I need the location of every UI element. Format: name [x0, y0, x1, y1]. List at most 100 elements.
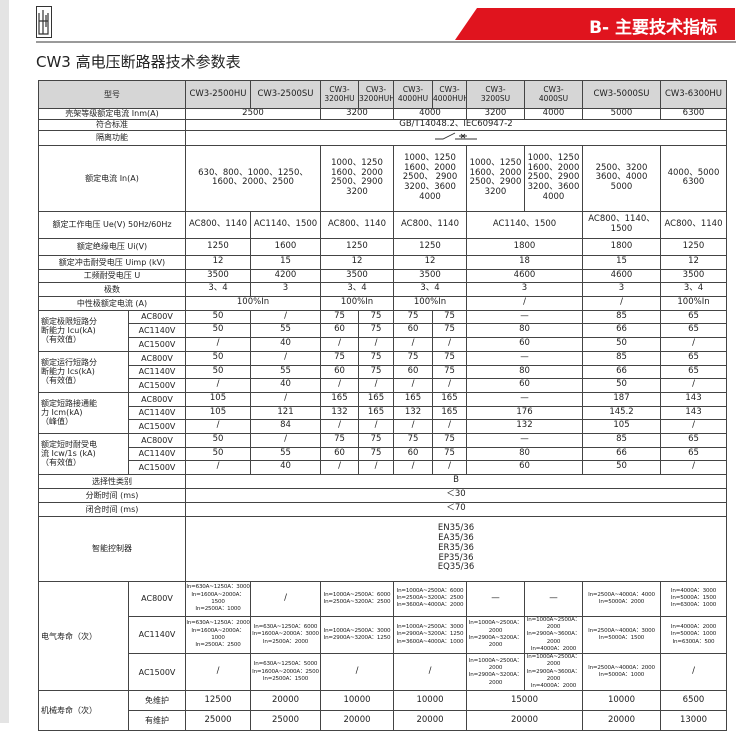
- table-cell: In=2500A~4000A：4000 In=5000A：2000: [582, 580, 661, 617]
- table-cell: 10000: [393, 690, 467, 712]
- row-sub-label: AC800V: [128, 350, 186, 366]
- table-cell: In=1000A~2500A：2000 In=2900A~3600A：2000 …: [524, 615, 583, 655]
- table-cell: /: [393, 336, 433, 352]
- table-cell: 75: [320, 432, 359, 448]
- table-cell: 84: [250, 418, 321, 434]
- row-sub-label: AC1140V: [128, 364, 186, 379]
- table-cell: 20000: [320, 710, 394, 731]
- table-cell: CW3-6300HU: [660, 80, 727, 109]
- table-cell: 187: [582, 391, 661, 407]
- row-sub-label: AC1500V: [128, 653, 186, 692]
- table-cell: /: [582, 295, 661, 311]
- table-cell: 165: [432, 391, 467, 407]
- table-cell: 3: [250, 281, 321, 297]
- row-sub-label: 有维护: [128, 710, 186, 731]
- row-label: 壳架等级额定电流 Inm(A): [38, 108, 186, 120]
- table-cell: 4000: [393, 108, 467, 120]
- table-cell: 66: [582, 322, 661, 338]
- table-cell: 25000: [250, 710, 321, 731]
- table-cell: 10000: [582, 690, 661, 712]
- table-cell: 4200: [250, 268, 321, 283]
- table-cell: In=1000A~2500A：6000 In=2500A~3200A：2500 …: [393, 580, 467, 617]
- table-cell: 75: [432, 364, 467, 379]
- table-cell: —: [466, 432, 583, 448]
- table-cell: In=630A~1250A：3000 In=1600A~2000A：1500 I…: [185, 580, 251, 617]
- table-cell: /: [320, 336, 359, 352]
- table-cell: /: [358, 459, 394, 475]
- row-label: 工频耐受电压 U: [38, 268, 186, 283]
- table-row: AC1140V 50 55 60 75 60 75 80 66 65: [39, 364, 727, 379]
- table-cell: 75: [320, 350, 359, 366]
- table-cell: In=630A~1250A：2000 In=1600A~2000A：1000 I…: [185, 615, 251, 655]
- table-cell: /: [660, 336, 727, 352]
- row-sub-label: AC1140V: [128, 405, 186, 420]
- table-cell: 145.2: [582, 405, 661, 420]
- section-banner-text: B- 主要技术指标: [589, 18, 717, 38]
- table-cell: —: [524, 580, 583, 617]
- row-sub-label: AC1140V: [128, 615, 186, 655]
- table-cell: 20000: [250, 690, 321, 712]
- table-cell: 75: [393, 350, 433, 366]
- table-row: 中性极额定电流 (A) 100%In 100%In 100%In //100%In: [38, 295, 727, 311]
- row-sub-label: AC800V: [128, 580, 186, 617]
- row-group-label: 额定极限短路分 断能力 Icu(kA) （有效值）: [38, 309, 129, 352]
- table-cell: 3500: [393, 268, 467, 283]
- table-cell: 50: [185, 432, 251, 448]
- table-cell: 100%In: [185, 295, 321, 311]
- row-label: 中性极额定电流 (A): [38, 295, 186, 311]
- row-label: 智能控制器: [38, 515, 186, 582]
- table-cell: 1800: [582, 237, 661, 256]
- table-cell: 1600: [250, 237, 321, 256]
- table-row: 机械寿命（次） 免维护 12500 20000 10000 10000 15000 10000…: [38, 690, 727, 731]
- table-cell: In=1000A~2500A：3000 In=2900A~3200A：1250 …: [393, 615, 467, 655]
- table-cell: /: [358, 377, 394, 393]
- table-cell: 3: [466, 281, 583, 297]
- table-cell: 105: [582, 418, 661, 434]
- table-cell: 80: [466, 446, 583, 461]
- table-cell: 66: [582, 446, 661, 461]
- table-row: 闭合时间 (ms) ＜70: [38, 501, 727, 517]
- table-row: AC1140V 105 121 132 165 132 165 176 145.2 143: [39, 405, 727, 420]
- row-group-label: 额定运行短路分 断能力 Ics(kA) （有效值）: [38, 350, 129, 393]
- table-cell: 80: [466, 322, 583, 338]
- table-cell: /: [320, 418, 359, 434]
- table-cell: 10000: [320, 690, 394, 712]
- table-cell: 80: [466, 364, 583, 379]
- table-cell: /: [185, 336, 251, 352]
- table-cell: CW3- 4000SU: [524, 80, 583, 109]
- table-cell: 50: [185, 322, 251, 338]
- table-cell: 60: [466, 459, 583, 475]
- table-cell: 66: [582, 364, 661, 379]
- table-cell: 75: [320, 309, 359, 324]
- table-row: 分断时间 (ms) ＜30: [38, 487, 727, 503]
- table-cell: 143: [660, 405, 727, 420]
- row-sub-label: AC1500V: [128, 418, 186, 434]
- table-cell: 60: [393, 322, 433, 338]
- table-cell: 75: [432, 309, 467, 324]
- table-cell: CW3- 4000HUH: [432, 80, 467, 109]
- table-cell: 65: [660, 364, 727, 379]
- table-cell: /: [393, 459, 433, 475]
- table-cell: GB/T14048.2、IEC60947-2: [185, 119, 727, 131]
- table-row: 额定短路接通能 力 Icm(kA) （峰值） AC800V 105/165 165 16…: [38, 391, 727, 434]
- table-cell: /: [660, 418, 727, 434]
- table-row: 选择性类别 B: [38, 473, 727, 489]
- table-cell: /: [660, 653, 727, 692]
- table-cell: 75: [358, 364, 394, 379]
- isolation-switch-symbol-icon: [185, 130, 727, 146]
- row-label: 额定绝缘电压 Ui(V): [38, 237, 186, 256]
- row-label: 选择性类别: [38, 473, 186, 489]
- table-cell: 1250: [660, 237, 727, 256]
- table-cell: 4600: [582, 268, 661, 283]
- table-row: AC1500V/40// //60 50/: [39, 336, 727, 352]
- table-cell: 60: [393, 446, 433, 461]
- table-row: AC1140V In=630A~1250A：2000 In=1600A~2000A…: [39, 615, 727, 655]
- table-cell: 1000、1250 1600、2000 2500、2900 3200: [466, 144, 525, 212]
- table-cell: 12: [660, 254, 727, 270]
- table-cell: 176: [466, 405, 583, 420]
- table-cell: CW3- 3200SU: [466, 80, 525, 109]
- table-cell: /: [393, 377, 433, 393]
- table-row: 极数 3、4 3 3、4 3、4 3 3 3、4: [38, 281, 727, 297]
- row-label: 额定电流 In(A): [38, 144, 186, 212]
- table-cell: 3、4: [393, 281, 467, 297]
